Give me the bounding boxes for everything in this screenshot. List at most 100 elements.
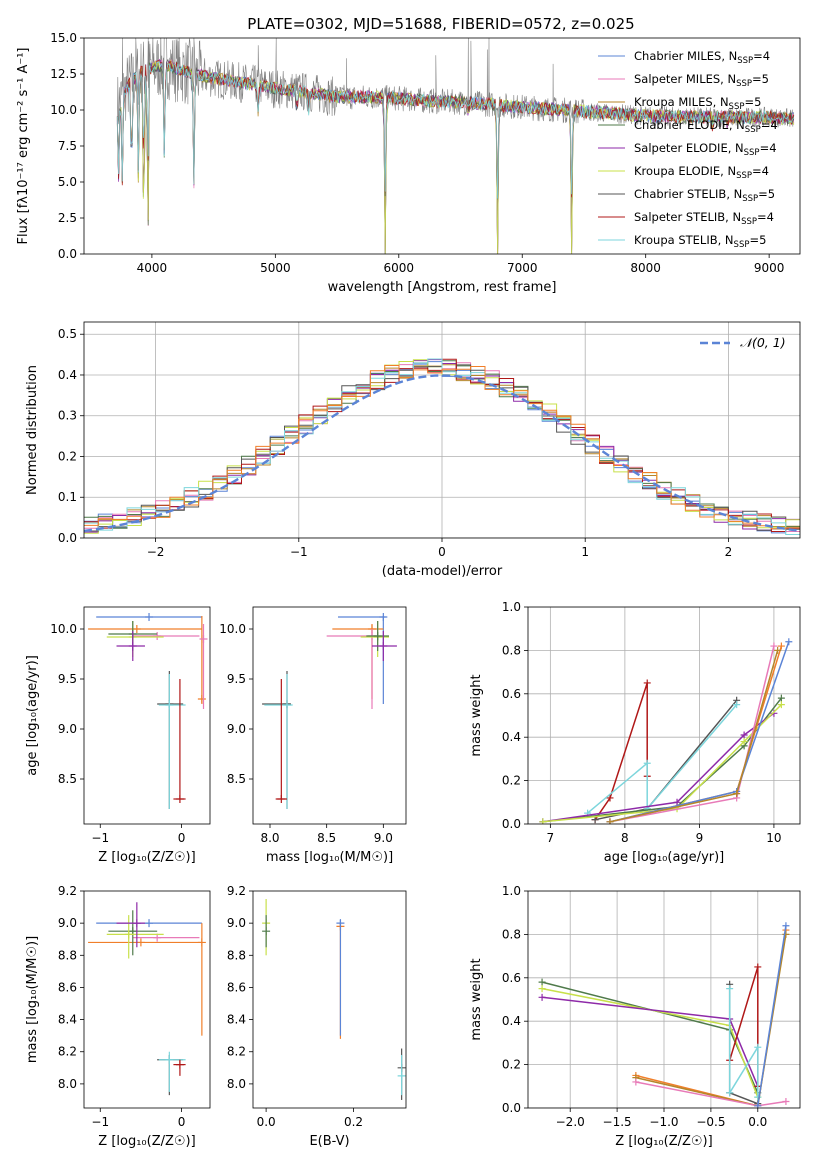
spectrum-ytick-label: 12.5 (50, 67, 77, 81)
age-vs-Z-ytick-label: 9.0 (58, 722, 77, 736)
mass-vs-ebv-ytick-label: 8.2 (227, 1045, 246, 1059)
mass-weight-vs-Z-point-marker (726, 985, 734, 993)
mass-weight-vs-Z-point-marker (538, 993, 546, 1001)
age-vs-mass-ytick-label: 9.5 (227, 672, 246, 686)
mass-weight-vs-age-point-marker (673, 798, 681, 806)
mass-weight-vs-age-ytick-label: 0.0 (502, 817, 521, 831)
mass-weight-vs-age-point-marker (733, 701, 741, 709)
age-vs-mass-ytick-label: 9.0 (227, 722, 246, 736)
age-vs-mass-plot-area (262, 613, 397, 809)
mass-weight-vs-age-ytick-label: 0.4 (502, 730, 521, 744)
mass-vs-Z-ytick-label: 9.2 (58, 884, 77, 898)
age-vs-Z-point-marker (165, 701, 174, 709)
mass-weight-vs-age-point-marker (740, 731, 748, 739)
mass-weight-vs-age-point-marker (770, 642, 778, 650)
mass-vs-Z-axes: −1 0 8.0 8.2 8.4 8.6 8.8 9.0 9.2 Z [log₁₀(Z/Z☉)] m… (25, 884, 211, 1149)
age-vs-mass-axes: 8.0 8.5 9.0 8.5 9.0 9.5 10.0 mass [log₁₀(M/M☉)] (219, 606, 407, 865)
mass-weight-vs-Z-point-marker (782, 922, 790, 930)
figure-title: PLATE=0302, MJD=51688, FIBERID=0572, z=0… (247, 15, 634, 33)
mass-vs-Z-ylabel: mass [log₁₀(M/M☉)] (25, 936, 40, 1063)
spectrum-ytick-label: 5.0 (58, 175, 77, 189)
residuals-xtick-label: 1 (581, 545, 589, 559)
mass-vs-Z-point-marker (175, 1060, 184, 1069)
residuals-ylabel: Normed distribution (25, 365, 40, 495)
age-vs-mass-xtick-label: 8.0 (260, 831, 279, 845)
mass-weight-vs-Z-point-marker (782, 930, 790, 938)
spectrum-xlabel: wavelength [Angstrom, rest frame] (328, 280, 557, 295)
mass-weight-vs-age-series-line (542, 704, 782, 823)
age-vs-mass-xtick-label: 8.5 (317, 831, 336, 845)
mass-weight-vs-age-ytick-label: 0.8 (502, 643, 521, 657)
residuals-ytick-label: 0.3 (58, 409, 77, 423)
age-vs-mass-point-marker (379, 613, 388, 621)
mass-weight-vs-age-ytick-label: 0.6 (502, 687, 521, 701)
mass-weight-vs-age-point-marker (606, 794, 614, 802)
mass-weight-vs-Z-ytick-label: 0.4 (502, 1014, 521, 1028)
spectrum-ytick-label: 2.5 (58, 211, 77, 225)
spectrum-xtick-label: 7000 (507, 261, 538, 275)
residuals-plot-area (84, 322, 800, 538)
legend-label: Chabrier STELIB, NSSP=5 (634, 187, 775, 204)
mass-vs-Z-point-marker (145, 919, 154, 928)
mass-weight-vs-age-axes: 7 8 9 10 0.0 0.2 0.4 0.6 0.8 1.0 age [log₁₀(age/yr… (469, 600, 801, 865)
mass-weight-vs-Z-xtick-label: −1.5 (603, 1115, 632, 1129)
mass-vs-ebv-xtick-label: 0.2 (344, 1115, 363, 1129)
mass-vs-ebv-xlabel: E(B-V) (309, 1134, 349, 1149)
mass-weight-vs-Z-point-marker (538, 978, 546, 986)
mass-weight-vs-Z-ytick-label: 0.8 (502, 927, 521, 941)
mass-weight-vs-Z-series-line (757, 925, 787, 1106)
mass-vs-ebv-ytick-label: 9.2 (227, 884, 246, 898)
spectrum-ytick-label: 15.0 (50, 31, 77, 45)
mass-weight-vs-age-point-marker (777, 694, 785, 702)
spectrum-xtick-label: 6000 (384, 261, 415, 275)
mass-weight-vs-age-point-marker (777, 701, 785, 709)
mass-weight-vs-Z-ytick-label: 0.2 (502, 1058, 521, 1072)
spectrum-legend: Chabrier MILES, NSSP=4 Salpeter MILES, NS… (598, 49, 778, 250)
age-vs-Z-ytick-label: 9.5 (58, 672, 77, 686)
mass-weight-vs-age-point-marker (777, 642, 785, 650)
mass-vs-ebv-ytick-label: 8.0 (227, 1077, 246, 1091)
mass-vs-Z-ytick-label: 8.0 (58, 1077, 77, 1091)
mass-weight-vs-age-point-marker (606, 818, 614, 824)
mass-weight-vs-Z-point-marker (754, 963, 762, 971)
spectrum-xtick-label: 5000 (260, 261, 291, 275)
mass-weight-vs-age-series-line (609, 645, 783, 823)
mass-vs-Z-point-marker (165, 1055, 174, 1064)
mass-weight-vs-Z-ylabel: mass weight (469, 958, 484, 1040)
mass-weight-vs-age-ylabel: mass weight (469, 674, 484, 756)
age-vs-mass-xtick-label: 9.0 (374, 831, 393, 845)
legend-label: Salpeter STELIB, NSSP=4 (634, 210, 774, 227)
mass-weight-vs-age-xtick-label: 10 (766, 831, 781, 845)
age-vs-mass-xlabel: mass [log₁₀(M/M☉)] (266, 850, 393, 865)
mass-weight-vs-Z-xtick-label: −2.0 (556, 1115, 585, 1129)
mass-vs-ebv-point-marker (336, 919, 345, 928)
spectrum-xtick-label: 8000 (630, 261, 661, 275)
mass-weight-vs-age-ytick-label: 1.0 (502, 600, 521, 614)
residuals-xlabel: (data-model)/error (382, 564, 503, 579)
spectrum-model-line (116, 60, 795, 199)
mass-weight-vs-Z-series-line (728, 966, 759, 1087)
mass-weight-vs-age-xtick-label: 8 (621, 831, 629, 845)
residuals-frame (83, 321, 801, 539)
age-vs-Z-axes: −1 0 8.5 9.0 9.5 10.0 Z [log₁₀(Z/Z☉)] age [log₁… (25, 606, 211, 865)
age-vs-mass-ytick-label: 10.0 (219, 622, 246, 636)
legend-label: Kroupa ELODIE, NSSP=4 (634, 164, 769, 181)
residuals-xtick-label: 0 (438, 545, 446, 559)
mass-vs-Z-ytick-label: 8.8 (58, 948, 77, 962)
age-vs-Z-point-marker (132, 625, 141, 633)
mass-weight-vs-age-xlabel: age [log₁₀(age/yr)] (604, 850, 725, 865)
residuals-axes: −2 −1 0 1 2 0.0 0.1 0.2 0.3 0.4 0.5 (data-model)/er… (25, 321, 801, 579)
spectrum-ytick-label: 7.5 (58, 139, 77, 153)
legend-label: Chabrier MILES, NSSP=4 (634, 49, 770, 66)
mass-weight-vs-Z-point-marker (726, 1089, 734, 1097)
residuals-xtick-label: −1 (290, 545, 308, 559)
mass-weight-vs-Z-xtick-label: −0.5 (696, 1115, 725, 1129)
residuals-ytick-label: 0.2 (58, 449, 77, 463)
mass-vs-Z-ytick-label: 8.2 (58, 1045, 77, 1059)
age-vs-Z-ytick-label: 8.5 (58, 772, 77, 786)
mass-vs-Z-ytick-label: 8.4 (58, 1013, 77, 1027)
mass-weight-vs-Z-point-marker (754, 1043, 762, 1051)
mass-weight-vs-Z-plot-area (528, 891, 800, 1108)
age-vs-mass-frame (252, 606, 407, 825)
mass-weight-vs-Z-ytick-label: 1.0 (502, 884, 521, 898)
